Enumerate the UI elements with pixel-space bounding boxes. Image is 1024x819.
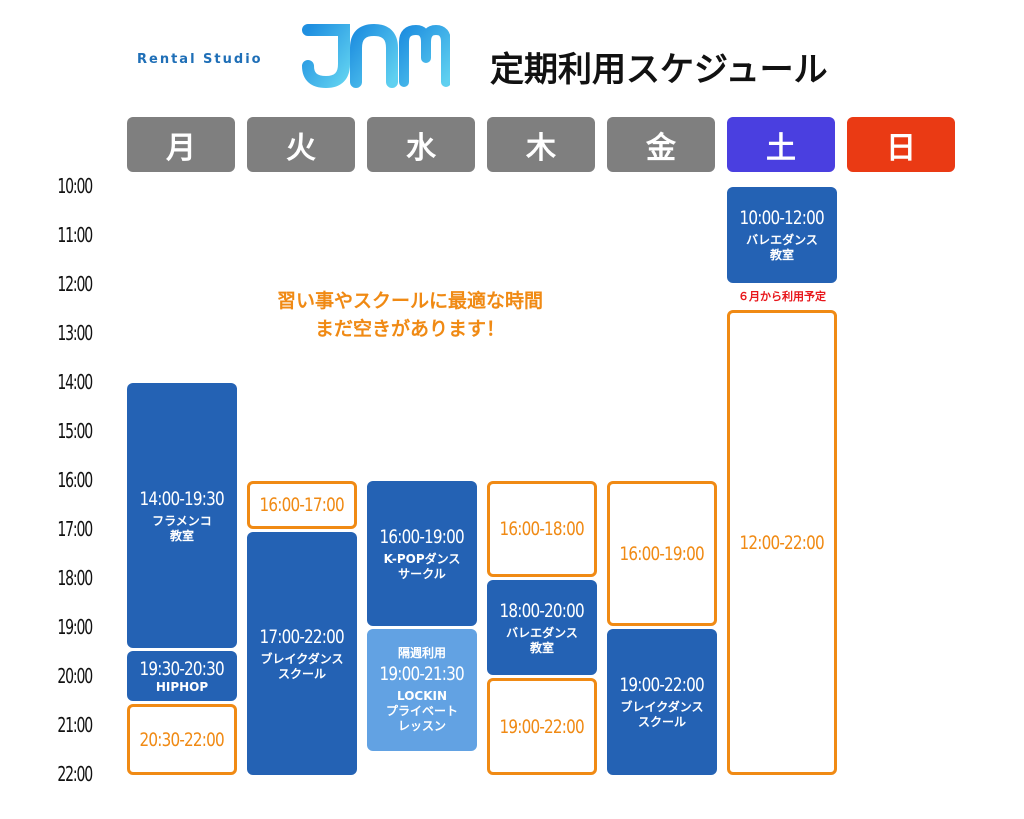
schedule-block-available[interactable]: 20:30-22:00 — [127, 704, 237, 775]
schedule-block-booked[interactable]: 19:00-22:00 ブレイクダンス スクール — [607, 629, 717, 775]
schedule-block-booked[interactable]: 10:00-12:00 バレエダンス 教室 — [727, 187, 837, 283]
day-header-tue: 火 — [247, 117, 355, 172]
schedule-block-available[interactable]: 19:00-22:00 — [487, 678, 597, 775]
block-note: 隔週利用 — [397, 646, 446, 660]
schedule-block-biweekly[interactable]: 隔週利用 19:00-21:30 LOCKIN プライベート レッスン — [367, 629, 477, 751]
block-time: 12:00-22:00 — [739, 531, 825, 554]
day-header-mon: 月 — [127, 117, 235, 172]
time-label: 17:00 — [57, 517, 93, 541]
block-time: 16:00-18:00 — [499, 518, 585, 540]
time-label: 21:00 — [57, 713, 93, 737]
day-header-sun: 日 — [847, 117, 955, 172]
block-name: ブレイクダンス スクール — [260, 651, 344, 681]
schedule-block-available[interactable]: 12:00-22:00 — [727, 310, 837, 775]
time-label: 20:00 — [57, 664, 93, 688]
day-header-wed: 水 — [367, 117, 475, 172]
day-header-sat: 土 — [727, 117, 835, 172]
block-name: バレエダンス 教室 — [746, 233, 818, 262]
schedule-block-available[interactable]: 16:00-19:00 — [607, 481, 717, 626]
time-label: 14:00 — [57, 370, 93, 394]
block-time: 19:30-20:30 — [139, 657, 225, 680]
schedule-block-available[interactable]: 16:00-18:00 — [487, 481, 597, 577]
block-time: 17:00-22:00 — [259, 625, 345, 648]
time-label: 19:00 — [57, 615, 93, 639]
block-time: 19:00-21:30 — [379, 663, 465, 685]
block-time: 18:00-20:00 — [499, 599, 585, 622]
block-time: 19:00-22:00 — [499, 715, 585, 738]
block-time: 16:00-19:00 — [379, 525, 465, 548]
block-name: フラメンコ 教室 — [152, 513, 212, 543]
block-name: LOCKIN プライベート レッスン — [385, 689, 458, 733]
day-header-fri: 金 — [607, 117, 715, 172]
block-name: K-POPダンス サークル — [383, 551, 461, 581]
block-time: 20:30-22:00 — [139, 728, 225, 751]
block-time: 10:00-12:00 — [739, 207, 825, 229]
time-label: 16:00 — [57, 468, 93, 492]
block-name: バレエダンス 教室 — [506, 625, 578, 655]
block-time: 14:00-19:30 — [139, 487, 225, 510]
time-label: 22:00 — [57, 762, 93, 786]
block-time: 19:00-22:00 — [619, 674, 705, 696]
schedule-block-available[interactable]: 16:00-17:00 — [247, 481, 357, 529]
time-label: 11:00 — [57, 223, 93, 247]
schedule-block-booked[interactable]: 17:00-22:00 ブレイクダンス スクール — [247, 532, 357, 775]
time-label: 12:00 — [57, 272, 93, 296]
saturday-note: ６月から利用予定 — [738, 290, 826, 303]
schedule-block-booked[interactable]: 18:00-20:00 バレエダンス 教室 — [487, 580, 597, 675]
time-label: 13:00 — [57, 321, 93, 345]
schedule-block-booked[interactable]: 14:00-19:30 フラメンコ 教室 — [127, 383, 237, 648]
jam-logo — [302, 23, 450, 89]
promo-line-1: 習い事やスクールに最適な時間 — [276, 290, 543, 312]
time-label: 15:00 — [57, 419, 93, 443]
schedule-block-booked[interactable]: 16:00-19:00 K-POPダンス サークル — [367, 481, 477, 626]
block-name: ブレイクダンス スクール — [620, 700, 704, 729]
page-title: 定期利用スケジュール — [490, 50, 828, 90]
block-time: 16:00-19:00 — [619, 542, 705, 565]
day-header-thu: 木 — [487, 117, 595, 172]
block-time: 16:00-17:00 — [259, 494, 345, 516]
promo-line-2: まだ空きがあります！ — [314, 318, 505, 340]
time-label: 10:00 — [57, 174, 93, 198]
time-label: 18:00 — [57, 566, 93, 590]
brand-prefix: Rental Studio — [137, 52, 263, 67]
promo-message: 習い事やスクールに最適な時間 まだ空きがあります！ — [210, 287, 610, 343]
schedule-block-booked[interactable]: 19:30-20:30 HIPHOP — [127, 651, 237, 701]
block-name: HIPHOP — [155, 679, 209, 694]
